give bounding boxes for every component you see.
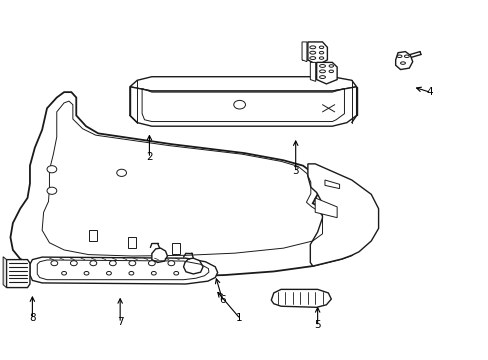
Ellipse shape — [319, 57, 323, 59]
Polygon shape — [172, 243, 180, 253]
Polygon shape — [130, 87, 356, 126]
Text: 5: 5 — [314, 320, 320, 330]
Circle shape — [109, 261, 116, 266]
Circle shape — [148, 261, 155, 266]
Circle shape — [47, 187, 57, 194]
Ellipse shape — [404, 55, 408, 58]
Polygon shape — [316, 62, 336, 84]
Polygon shape — [307, 42, 327, 65]
Polygon shape — [183, 258, 203, 274]
Ellipse shape — [319, 76, 325, 78]
Circle shape — [151, 271, 156, 275]
Text: 1: 1 — [236, 313, 243, 323]
Text: 3: 3 — [292, 166, 298, 176]
Ellipse shape — [309, 51, 315, 54]
Polygon shape — [395, 51, 412, 69]
Polygon shape — [152, 248, 167, 262]
Text: 8: 8 — [29, 313, 36, 323]
Circle shape — [129, 261, 136, 266]
Text: 6: 6 — [219, 295, 225, 305]
Polygon shape — [3, 257, 6, 288]
Ellipse shape — [319, 70, 325, 73]
Circle shape — [117, 169, 126, 176]
Ellipse shape — [309, 57, 315, 59]
Ellipse shape — [400, 62, 405, 64]
Circle shape — [129, 271, 134, 275]
Ellipse shape — [309, 46, 315, 49]
Polygon shape — [30, 257, 217, 284]
Text: 4: 4 — [426, 87, 432, 97]
Circle shape — [233, 100, 245, 109]
Circle shape — [106, 271, 111, 275]
Polygon shape — [302, 42, 306, 62]
Ellipse shape — [328, 65, 333, 67]
Text: 2: 2 — [146, 152, 152, 162]
Polygon shape — [10, 92, 361, 277]
Polygon shape — [6, 260, 30, 288]
Ellipse shape — [319, 46, 323, 49]
Ellipse shape — [319, 51, 323, 54]
Polygon shape — [271, 289, 330, 307]
Polygon shape — [307, 164, 378, 266]
Circle shape — [173, 271, 178, 275]
Circle shape — [90, 261, 97, 266]
Polygon shape — [130, 77, 356, 91]
Circle shape — [51, 261, 58, 266]
Circle shape — [167, 261, 174, 266]
Polygon shape — [310, 62, 315, 81]
Ellipse shape — [396, 55, 401, 58]
Circle shape — [84, 271, 89, 275]
Ellipse shape — [328, 70, 333, 73]
Polygon shape — [89, 230, 97, 241]
Ellipse shape — [319, 64, 325, 67]
Circle shape — [61, 271, 66, 275]
Polygon shape — [315, 198, 336, 218]
Circle shape — [47, 166, 57, 173]
Text: 7: 7 — [117, 317, 123, 327]
Polygon shape — [128, 237, 136, 248]
Circle shape — [70, 261, 77, 266]
